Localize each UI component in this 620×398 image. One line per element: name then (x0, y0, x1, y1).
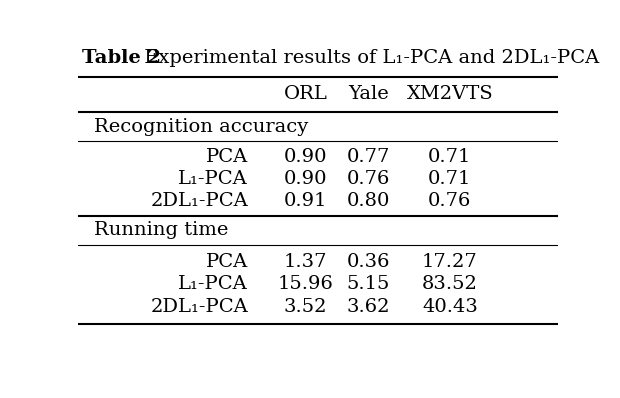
Text: L₁-PCA: L₁-PCA (179, 170, 248, 188)
Text: PCA: PCA (206, 253, 248, 271)
Text: XM2VTS: XM2VTS (407, 85, 493, 103)
Text: Running time: Running time (94, 221, 229, 240)
Text: Table 2: Table 2 (82, 49, 161, 68)
Text: 2DL₁-PCA: 2DL₁-PCA (150, 298, 248, 316)
Text: 0.90: 0.90 (284, 170, 327, 188)
Text: PCA: PCA (206, 148, 248, 166)
Text: 40.43: 40.43 (422, 298, 478, 316)
Text: 5.15: 5.15 (347, 275, 390, 293)
Text: 0.91: 0.91 (284, 192, 327, 210)
Text: Recognition accuracy: Recognition accuracy (94, 117, 309, 136)
Text: 0.71: 0.71 (428, 148, 472, 166)
Text: 0.71: 0.71 (428, 170, 472, 188)
Text: 0.77: 0.77 (347, 148, 390, 166)
Text: 15.96: 15.96 (278, 275, 334, 293)
Text: 3.52: 3.52 (284, 298, 327, 316)
Text: Yale: Yale (348, 85, 389, 103)
Text: 0.76: 0.76 (428, 192, 472, 210)
Text: 83.52: 83.52 (422, 275, 478, 293)
Text: 2DL₁-PCA: 2DL₁-PCA (150, 192, 248, 210)
Text: L₁-PCA: L₁-PCA (179, 275, 248, 293)
Text: 0.76: 0.76 (347, 170, 390, 188)
Text: 0.90: 0.90 (284, 148, 327, 166)
Text: 0.36: 0.36 (347, 253, 390, 271)
Text: 17.27: 17.27 (422, 253, 478, 271)
Text: 3.62: 3.62 (347, 298, 390, 316)
Text: 1.37: 1.37 (284, 253, 327, 271)
Text: ORL: ORL (284, 85, 328, 103)
Text: 0.80: 0.80 (347, 192, 390, 210)
Text: Experimental results of L₁-PCA and 2DL₁-PCA: Experimental results of L₁-PCA and 2DL₁-… (138, 49, 599, 68)
